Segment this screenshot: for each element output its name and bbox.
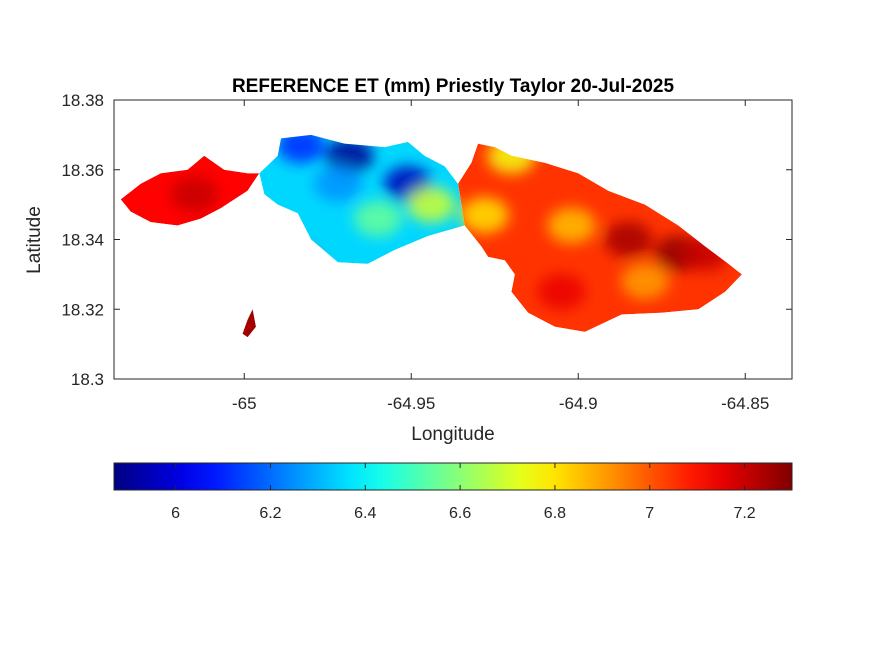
value-patch	[537, 273, 586, 310]
x-tick-label: -64.95	[387, 394, 435, 413]
value-field	[170, 176, 219, 213]
y-tick-label: 18.38	[61, 91, 104, 110]
x-tick-label: -65	[232, 394, 257, 413]
value-patch	[313, 165, 362, 202]
value-patch	[460, 197, 509, 234]
colorbar-scale	[113, 462, 793, 491]
colorbar-tick-label: 7	[645, 505, 654, 522]
land-region	[259, 134, 465, 264]
colorbar-tick-label: 6.4	[354, 505, 376, 522]
y-tick-label: 18.3	[71, 370, 104, 389]
x-axis: -65 -64.95 -64.9 -64.85	[232, 100, 769, 413]
colorbar-tick-label: 6	[171, 505, 180, 522]
x-tick-label: -64.9	[559, 394, 598, 413]
x-axis-label: Longitude	[411, 424, 494, 445]
land-fill	[458, 143, 742, 332]
value-patch	[353, 200, 402, 237]
colorbar-tick-label: 6.6	[449, 505, 471, 522]
y-tick-label: 18.32	[61, 300, 104, 319]
value-field	[270, 134, 465, 264]
y-tick-label: 18.34	[61, 231, 104, 250]
y-tick-label: 18.36	[61, 161, 104, 180]
land-region	[120, 155, 260, 226]
colorbar-tick-label: 6.8	[544, 505, 566, 522]
x-tick-label: -64.85	[721, 394, 769, 413]
value-patch	[547, 207, 596, 244]
value-patch	[407, 186, 456, 223]
y-axis: 18.3 18.32 18.34 18.36 18.38	[61, 91, 792, 389]
value-patch	[604, 221, 653, 258]
colorbar: 6 6.2 6.4 6.6 6.8 7 7.2	[113, 462, 793, 522]
y-axis-label: Latitude	[24, 206, 45, 274]
land-region	[458, 143, 742, 332]
colorbar-tick-label: 6.2	[259, 505, 281, 522]
value-patch	[170, 176, 219, 213]
colorbar-tick-label: 7.2	[733, 505, 755, 522]
colorbar-ticks: 6 6.2 6.4 6.6 6.8 7 7.2	[171, 463, 756, 522]
map-layer	[120, 134, 742, 338]
chart-title: REFERENCE ET (mm) Priestly Taylor 20-Jul…	[232, 76, 674, 97]
value-patch	[621, 263, 669, 300]
value-patch	[325, 137, 374, 174]
